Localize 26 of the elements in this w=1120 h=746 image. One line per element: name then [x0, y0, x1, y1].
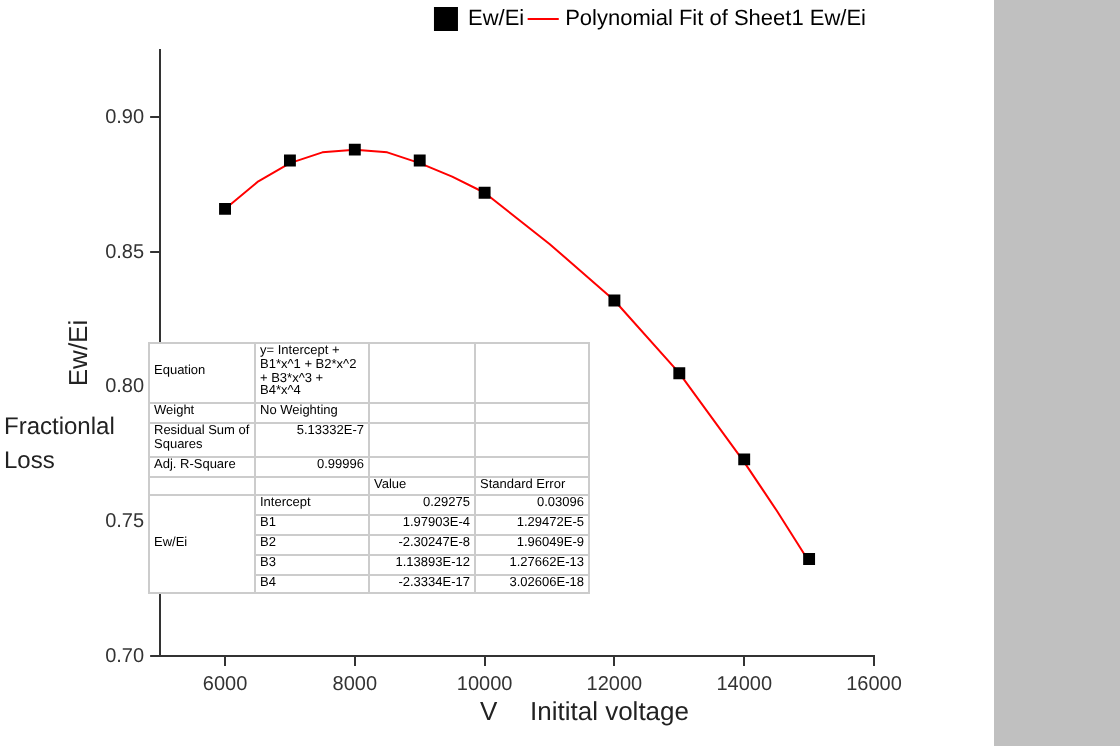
legend-label: Ew/Ei	[467, 7, 525, 32]
y-tick-label: 0.75	[105, 510, 145, 533]
point	[738, 453, 751, 466]
point	[348, 143, 361, 156]
text: V	[480, 696, 498, 726]
point	[673, 367, 686, 380]
y-tick-label: 0.70	[105, 645, 145, 668]
x-tick-label: 12000	[586, 673, 644, 696]
y-axis-title: Ew/Ei	[62, 319, 93, 387]
point	[803, 553, 816, 565]
x-tick-label: 8000	[332, 673, 378, 696]
y-tick-label: 0.90	[105, 106, 145, 129]
x-tick-label: 14000	[716, 673, 773, 696]
point	[283, 154, 296, 167]
x-tick-label: 6000	[202, 673, 249, 696]
x-axis-title: Initital voltage	[530, 696, 689, 726]
point	[219, 202, 231, 215]
x-tick-label: 16000	[846, 673, 903, 696]
x-tick-label: 10000	[456, 673, 514, 696]
y-tick-label: 0.80	[105, 376, 145, 399]
y-tick-label: 0.85	[105, 241, 145, 264]
point	[413, 154, 426, 167]
text: Fractionlal Loss	[4, 410, 117, 478]
legend-label: Polynomial Fit of Sheet1 Ew/Ei	[565, 7, 867, 32]
point	[478, 186, 491, 199]
point	[608, 294, 621, 307]
